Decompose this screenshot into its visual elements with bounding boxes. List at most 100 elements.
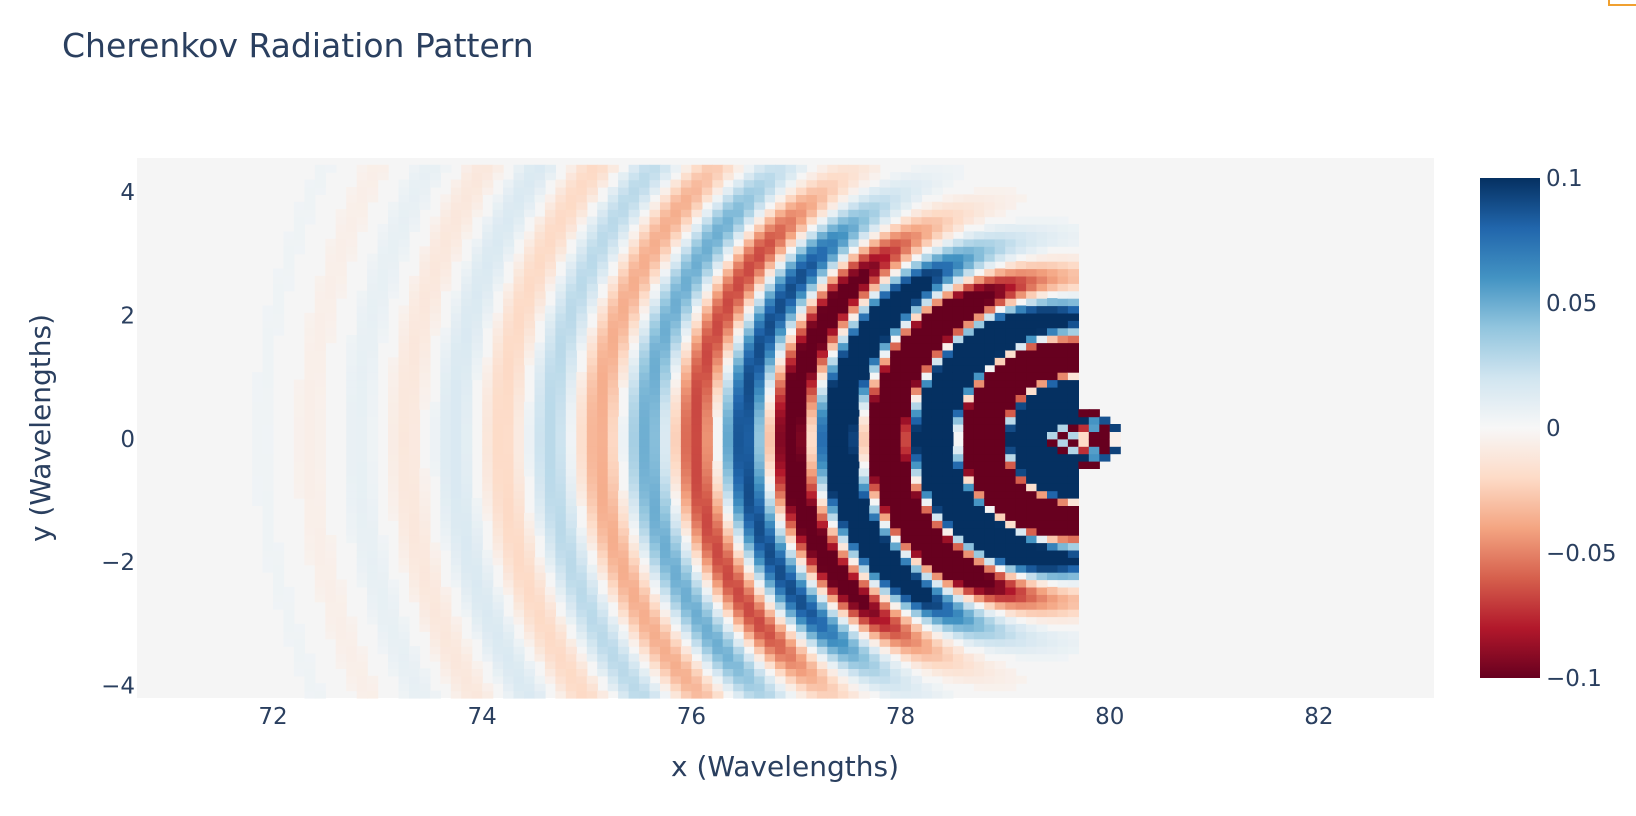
- heatmap-cell: [743, 179, 755, 188]
- heatmap-cell: [1026, 246, 1038, 255]
- heatmap-cell: [963, 638, 975, 647]
- heatmap-cell: [544, 535, 556, 544]
- heatmap-cell: [314, 586, 326, 595]
- heatmap-cell: [816, 224, 828, 232]
- heatmap-cell: [639, 253, 651, 262]
- heatmap-cell: [900, 253, 912, 262]
- heatmap-cell: [890, 461, 902, 469]
- heatmap-cell: [356, 527, 368, 536]
- heatmap-cell: [649, 164, 661, 173]
- heatmap-cell: [367, 194, 379, 203]
- heatmap-cell: [691, 327, 703, 336]
- heatmap-cell: [973, 594, 985, 603]
- heatmap-cell: [963, 594, 975, 603]
- heatmap-cell: [398, 438, 410, 447]
- heatmap-cell: [921, 379, 933, 388]
- heatmap-cell: [524, 438, 536, 447]
- heatmap-cell: [973, 194, 985, 203]
- heatmap-cell: [482, 483, 494, 492]
- heatmap-cell: [461, 335, 473, 344]
- heatmap-cell: [785, 231, 797, 240]
- heatmap-cell: [890, 631, 902, 640]
- heatmap-cell: [921, 409, 933, 418]
- heatmap-cell: [931, 453, 943, 462]
- heatmap-cell: [555, 349, 567, 358]
- heatmap-cell: [544, 327, 556, 336]
- heatmap-cell: [607, 312, 619, 321]
- heatmap-cell: [911, 505, 923, 514]
- heatmap-cell: [869, 572, 881, 581]
- heatmap-cell: [607, 275, 619, 284]
- heatmap-cell: [1015, 268, 1027, 277]
- heatmap-cell: [1026, 483, 1038, 492]
- heatmap-cell: [796, 283, 808, 292]
- heatmap-cell: [942, 438, 954, 447]
- heatmap-cell: [764, 268, 776, 277]
- heatmap-cell: [398, 535, 410, 544]
- heatmap-cell: [555, 179, 567, 188]
- heatmap-cell: [691, 623, 703, 632]
- heatmap-cell: [607, 305, 619, 314]
- heatmap-cell: [377, 542, 389, 551]
- heatmap-cell: [701, 431, 713, 440]
- heatmap-cell: [900, 520, 912, 529]
- heatmap-cell: [848, 401, 860, 410]
- heatmap-cell: [973, 246, 985, 255]
- heatmap-cell: [262, 549, 274, 558]
- heatmap-cell: [1067, 512, 1079, 521]
- heatmap-cell: [544, 164, 556, 173]
- heatmap-cell: [764, 194, 776, 203]
- heatmap-cell: [984, 312, 996, 321]
- heatmap-cell: [586, 327, 598, 336]
- heatmap-cell: [994, 468, 1006, 477]
- heatmap-cell: [1047, 268, 1059, 277]
- heatmap-cell: [973, 201, 985, 210]
- heatmap-cell: [733, 438, 745, 447]
- heatmap-cell: [618, 379, 630, 388]
- heatmap-cell: [1005, 512, 1017, 521]
- heatmap-cell: [1067, 253, 1079, 262]
- heatmap-cell: [586, 453, 598, 462]
- heatmap-cell: [639, 401, 651, 410]
- heatmap-cell: [837, 312, 849, 321]
- heatmap-cell: [607, 424, 619, 432]
- heatmap-cell: [890, 579, 902, 588]
- heatmap-cell: [597, 572, 609, 581]
- heatmap-cell: [879, 579, 891, 588]
- heatmap-cell: [450, 253, 462, 262]
- heatmap-cell: [984, 572, 996, 581]
- heatmap-cell: [837, 268, 849, 277]
- heatmap-cell: [492, 275, 504, 284]
- heatmap-cell: [931, 623, 943, 632]
- heatmap-cell: [565, 187, 577, 195]
- heatmap-cell: [534, 387, 546, 395]
- heatmap-cell: [534, 231, 546, 240]
- heatmap-cell: [952, 586, 964, 595]
- heatmap-cell: [775, 246, 787, 255]
- heatmap-cell: [963, 609, 975, 618]
- heatmap-cell: [879, 409, 891, 418]
- heatmap-cell: [1005, 483, 1017, 492]
- heatmap-cell: [618, 564, 630, 573]
- heatmap-cell: [911, 349, 923, 358]
- heatmap-cell: [639, 394, 651, 403]
- heatmap-cell: [618, 683, 630, 692]
- heatmap-cell: [764, 409, 776, 418]
- heatmap-cell: [565, 372, 577, 381]
- heatmap-cell: [461, 601, 473, 610]
- heatmap-cell: [775, 394, 787, 403]
- heatmap-cell: [900, 461, 912, 469]
- heatmap-cell: [701, 623, 713, 632]
- heatmap-cell: [1036, 601, 1048, 610]
- heatmap-cell: [639, 490, 651, 499]
- heatmap-cell: [680, 653, 692, 662]
- heatmap-cell: [879, 609, 891, 618]
- heatmap-cell: [544, 231, 556, 240]
- heatmap-cell: [984, 342, 996, 351]
- heatmap-cell: [555, 342, 567, 351]
- heatmap-cell: [544, 461, 556, 469]
- heatmap-cell: [1036, 638, 1048, 647]
- heatmap-cell: [544, 194, 556, 203]
- heatmap-cell: [754, 505, 766, 514]
- heatmap-cell: [796, 231, 808, 240]
